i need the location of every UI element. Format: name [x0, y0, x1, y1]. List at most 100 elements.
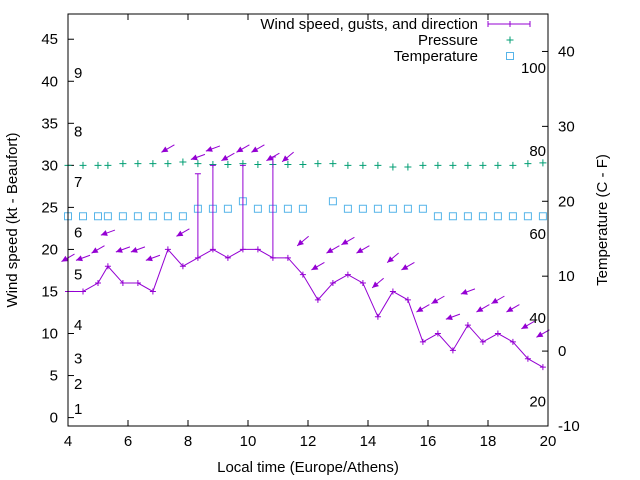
wind-speed-point — [329, 280, 336, 287]
wind-direction-arrowhead — [61, 255, 69, 262]
beaufort-label: 3 — [74, 351, 82, 368]
y-tick-label-left: 15 — [41, 283, 58, 300]
wind-direction-arrowhead — [115, 246, 123, 253]
temperature-point — [388, 204, 397, 213]
wind-speed-point — [224, 254, 231, 261]
wind-direction-arrowhead — [266, 154, 274, 161]
legend-pressure-marker — [506, 36, 514, 44]
wind-direction-arrowhead — [311, 264, 319, 270]
temperature-point — [538, 212, 547, 221]
pressure-point — [419, 161, 427, 169]
temperature-point — [298, 204, 307, 213]
pressure-point — [79, 161, 87, 169]
wind-speed-point — [434, 330, 441, 337]
legend-entry-label: Temperature — [394, 48, 478, 65]
fahrenheit-label: 60 — [529, 226, 546, 243]
wind-direction-arrowhead — [176, 230, 184, 237]
pressure-point — [434, 161, 442, 169]
temperature-point — [118, 212, 127, 221]
pressure-point — [224, 161, 232, 169]
wind-speed-point — [494, 330, 501, 337]
y-tick-label-left: 45 — [41, 31, 58, 48]
wind-speed-point — [509, 338, 516, 345]
wind-direction-arrowhead — [445, 314, 453, 320]
y-tick-label-right: 20 — [558, 193, 575, 210]
wind-direction-arrowhead — [190, 154, 198, 161]
temperature-point — [343, 204, 352, 213]
x-tick-label: 18 — [480, 433, 497, 450]
pressure-point — [329, 160, 337, 168]
y-tick-label-left: 0 — [50, 410, 58, 427]
wind-speed-point — [539, 364, 546, 371]
wind-direction-arrowhead — [401, 264, 409, 270]
wind-speed-point — [254, 246, 261, 253]
wind-direction-arrowhead — [506, 306, 514, 313]
pressure-point — [164, 160, 172, 168]
y-axis-label-right: Temperature (C - F) — [594, 154, 611, 286]
temperature-point — [463, 212, 472, 221]
temperature-point — [133, 212, 142, 221]
x-tick-label: 6 — [124, 433, 132, 450]
pressure-point — [539, 159, 547, 167]
wind-direction-arrowhead — [251, 146, 259, 153]
pressure-point — [344, 161, 352, 169]
temperature-point — [148, 212, 157, 221]
beaufort-label: 1 — [74, 401, 82, 418]
pressure-point — [134, 160, 142, 168]
wind-direction-arrowhead — [460, 289, 468, 295]
wind-direction-arrowhead — [130, 246, 138, 253]
pressure-point — [179, 158, 187, 166]
wind-direction-arrowhead — [416, 306, 424, 313]
labels-layer: 4 6 8 10 12 14 16 18 20051015202530354045-100102… — [41, 31, 579, 450]
pressure-point — [464, 161, 472, 169]
legend-entry-label: Pressure — [418, 32, 478, 49]
wind-direction-arrowhead — [236, 146, 244, 153]
wind-speed-point — [95, 280, 101, 287]
wind-direction-arrowhead — [205, 146, 213, 152]
wind-speed-point — [284, 254, 291, 261]
wind-direction-arrowhead — [161, 146, 169, 153]
x-axis-label: Local time (Europe/Athens) — [217, 459, 399, 476]
beaufort-label: 4 — [74, 317, 82, 334]
beaufort-label: 9 — [74, 65, 82, 82]
temperature-point — [448, 212, 457, 221]
wind-direction-arrowhead — [536, 331, 544, 338]
legend-entry-label: Wind speed, gusts, and direction — [260, 16, 478, 33]
wind-speed-point — [374, 313, 381, 320]
x-tick-label: 12 — [300, 433, 317, 450]
pressure-point — [374, 161, 382, 169]
pressure-point — [149, 160, 157, 168]
pressure-point — [479, 161, 487, 169]
wind-direction-arrowhead — [75, 255, 83, 262]
y-tick-label-left: 40 — [41, 73, 58, 90]
y-tick-label-left: 5 — [50, 368, 58, 385]
fahrenheit-label: 100 — [521, 60, 546, 77]
legend: Wind speed, gusts, and directionPressure… — [260, 16, 531, 65]
pressure-point — [494, 161, 502, 169]
wind-direction-arrowhead — [372, 281, 379, 288]
wind-direction-arrowhead — [356, 247, 364, 254]
pressure-point — [314, 160, 322, 168]
wind-speed-point — [344, 271, 351, 278]
wind-speed-point — [449, 347, 456, 354]
fahrenheit-label: 80 — [529, 143, 546, 160]
pressure-point — [449, 161, 457, 169]
wind-direction-arrowhead — [297, 239, 304, 246]
temperature-point — [283, 204, 292, 213]
wind-speed-point — [104, 263, 111, 270]
y-tick-label-left: 20 — [41, 241, 58, 258]
wind-direction-arrowhead — [521, 323, 529, 329]
y-tick-label-right: 30 — [558, 118, 575, 135]
wind-direction-arrowhead — [387, 256, 394, 263]
wind-speed-point — [80, 288, 86, 295]
wind-direction-arrowhead — [145, 255, 153, 262]
wind-direction-arrowhead — [221, 154, 229, 161]
temperature-point — [79, 212, 87, 221]
temperature-point — [433, 212, 442, 221]
beaufort-label: 2 — [74, 376, 82, 393]
pressure-point — [119, 160, 127, 168]
temperature-point — [253, 204, 262, 213]
wind-direction-arrowhead — [326, 247, 334, 254]
series-layer — [61, 144, 550, 371]
